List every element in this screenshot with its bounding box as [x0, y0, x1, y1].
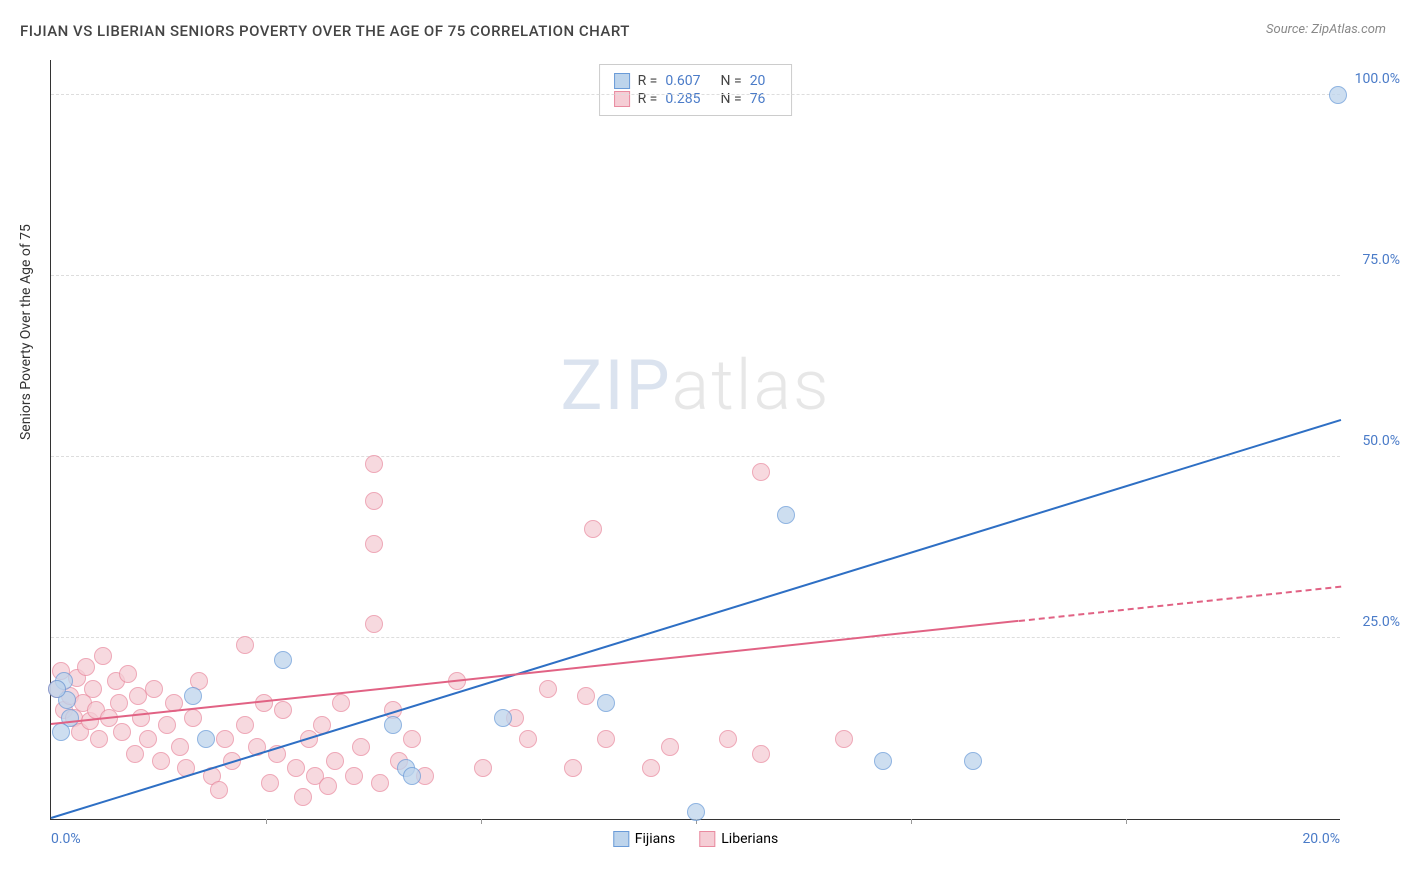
data-point [835, 730, 853, 748]
data-point [752, 745, 770, 763]
legend-swatch-liberians [699, 831, 715, 847]
data-point [597, 730, 615, 748]
data-point [52, 723, 70, 741]
watermark-part2: atlas [672, 345, 831, 427]
chart-container: FIJIAN VS LIBERIAN SENIORS POVERTY OVER … [0, 0, 1406, 892]
data-point [584, 520, 602, 538]
n-label: N = [721, 73, 742, 89]
data-point [171, 738, 189, 756]
n-value-fijians: 20 [750, 73, 766, 89]
data-point [139, 730, 157, 748]
xtick-label: 20.0% [1302, 831, 1340, 847]
data-point [84, 680, 102, 698]
gridline [51, 456, 1340, 457]
data-point [132, 709, 150, 727]
legend-item-liberians: Liberians [699, 831, 778, 847]
data-point [274, 701, 292, 719]
data-point [365, 492, 383, 510]
source-attribution: Source: ZipAtlas.com [1266, 22, 1386, 37]
r-value-fijians: 0.607 [665, 73, 700, 89]
data-point [184, 709, 202, 727]
stats-row-fijians: R = 0.607 N = 20 [614, 73, 778, 89]
data-point [777, 506, 795, 524]
data-point [294, 788, 312, 806]
data-point [236, 716, 254, 734]
r-label: R = [638, 73, 658, 89]
data-point [564, 759, 582, 777]
data-point [874, 752, 892, 770]
data-point [152, 752, 170, 770]
legend-label-liberians: Liberians [721, 831, 778, 847]
data-point [119, 665, 137, 683]
data-point [110, 694, 128, 712]
data-point [332, 694, 350, 712]
legend-swatch-fijians [613, 831, 629, 847]
data-point [365, 615, 383, 633]
data-point [661, 738, 679, 756]
gridline [51, 94, 1340, 95]
data-point [261, 774, 279, 792]
data-point [326, 752, 344, 770]
data-point [539, 680, 557, 698]
chart-title: FIJIAN VS LIBERIAN SENIORS POVERTY OVER … [20, 22, 630, 40]
data-point [403, 767, 421, 785]
data-point [371, 774, 389, 792]
xtick-minor [266, 819, 267, 824]
y-axis-label: Seniors Poverty Over the Age of 75 [18, 224, 34, 440]
ytick-label: 100.0% [1355, 71, 1400, 87]
data-point [319, 777, 337, 795]
trend-line [1018, 585, 1341, 621]
data-point [474, 759, 492, 777]
data-point [236, 636, 254, 654]
data-point [352, 738, 370, 756]
data-point [48, 680, 66, 698]
data-point [365, 455, 383, 473]
data-point [158, 716, 176, 734]
data-point [384, 716, 402, 734]
data-point [145, 680, 163, 698]
data-point [577, 687, 595, 705]
ytick-label: 50.0% [1362, 433, 1400, 449]
xtick-minor [911, 819, 912, 824]
data-point [287, 759, 305, 777]
data-point [719, 730, 737, 748]
data-point [197, 730, 215, 748]
data-point [642, 759, 660, 777]
swatch-fijians [614, 73, 630, 89]
data-point [90, 730, 108, 748]
data-point [184, 687, 202, 705]
watermark-part1: ZIP [561, 345, 672, 427]
data-point [1329, 86, 1347, 104]
watermark: ZIPatlas [561, 345, 831, 427]
stats-box: R = 0.607 N = 20 R = 0.285 N = 76 [599, 64, 793, 116]
data-point [687, 803, 705, 821]
data-point [113, 723, 131, 741]
data-point [77, 658, 95, 676]
data-point [274, 651, 292, 669]
data-point [597, 694, 615, 712]
trend-line [51, 419, 1342, 819]
data-point [216, 730, 234, 748]
legend-label-fijians: Fijians [635, 831, 675, 847]
data-point [752, 463, 770, 481]
plot-area: ZIPatlas R = 0.607 N = 20 R = 0.285 N = … [50, 60, 1340, 820]
ytick-label: 75.0% [1362, 252, 1400, 268]
data-point [255, 694, 273, 712]
legend-item-fijians: Fijians [613, 831, 675, 847]
data-point [345, 767, 363, 785]
legend: Fijians Liberians [613, 831, 778, 847]
data-point [519, 730, 537, 748]
data-point [494, 709, 512, 727]
gridline [51, 275, 1340, 276]
xtick-minor [481, 819, 482, 824]
data-point [126, 745, 144, 763]
data-point [403, 730, 421, 748]
data-point [94, 647, 112, 665]
data-point [365, 535, 383, 553]
xtick-minor [1126, 819, 1127, 824]
ytick-label: 25.0% [1362, 614, 1400, 630]
data-point [210, 781, 228, 799]
data-point [964, 752, 982, 770]
xtick-label: 0.0% [51, 831, 81, 847]
